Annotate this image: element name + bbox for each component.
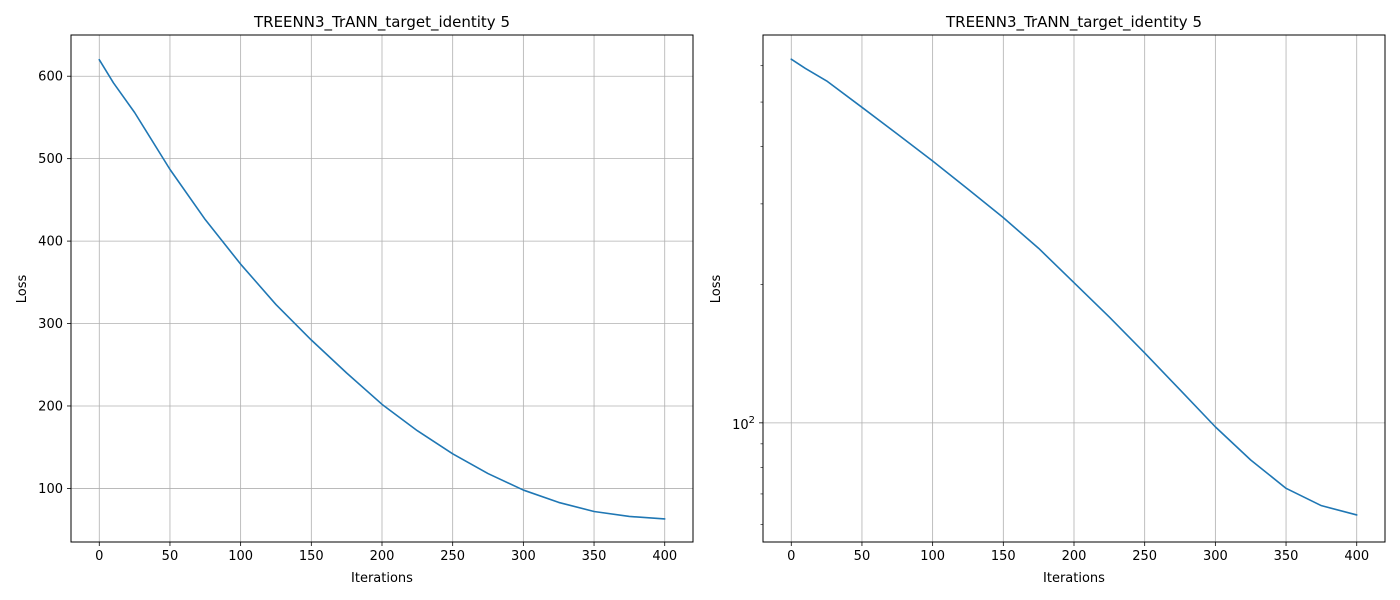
loss-series-line [98,58,666,520]
x-axis-label: Iterations [351,571,413,586]
y-tick-label: 300 [38,317,63,332]
grid-lines [71,35,693,542]
x-axis-label: Iterations [1043,571,1105,586]
x-tick-label: 150 [991,549,1016,564]
x-tick-label: 400 [652,549,677,564]
series-layer [98,58,666,520]
y-tick-label-exponent: 2 [749,415,755,426]
tick-layer: 0 50 100 150 200 250 300 350 400 102 [732,65,1369,564]
x-tick-label: 200 [370,549,395,564]
log-loss-plot: TREENN3_TrANN_target_identity 5 0 50 100 15… [709,13,1386,586]
chart-title: TREENN3_TrANN_target_identity 5 [945,13,1202,32]
x-tick-label: 400 [1344,549,1369,564]
linear-loss-plot: TREENN3_TrANN_target_identity 5 0 50 100 15… [15,13,694,586]
y-tick-label: 100 [38,482,63,497]
x-tick-label: 100 [228,549,253,564]
x-tick-label: 150 [299,549,324,564]
x-tick-label: 0 [787,549,795,564]
loss-series-line [790,58,1358,516]
y-tick-label: 102 [732,415,755,433]
tick-layer: 0 50 100 150 200 250 300 350 400 100 200 300 400 500 6… [38,70,677,564]
chart-title: TREENN3_TrANN_target_identity 5 [253,13,510,32]
y-tick-label-base: 10 [732,418,749,433]
x-tick-label: 300 [1203,549,1228,564]
y-tick-label: 500 [38,152,63,167]
y-axis-label: Loss [15,275,30,304]
y-tick-label: 400 [38,235,63,250]
x-tick-label: 300 [511,549,536,564]
series-layer [790,58,1358,516]
grid-lines [763,35,1385,542]
x-tick-label: 250 [1132,549,1157,564]
x-tick-label: 250 [440,549,465,564]
y-axis-label: Loss [709,275,724,304]
x-tick-label: 50 [854,549,871,564]
x-tick-label: 100 [920,549,945,564]
x-tick-label: 0 [95,549,103,564]
x-tick-label: 350 [582,549,607,564]
y-tick-label: 200 [38,399,63,414]
x-tick-label: 50 [162,549,179,564]
x-tick-label: 200 [1062,549,1087,564]
y-tick-label: 600 [38,70,63,85]
x-tick-label: 350 [1274,549,1299,564]
